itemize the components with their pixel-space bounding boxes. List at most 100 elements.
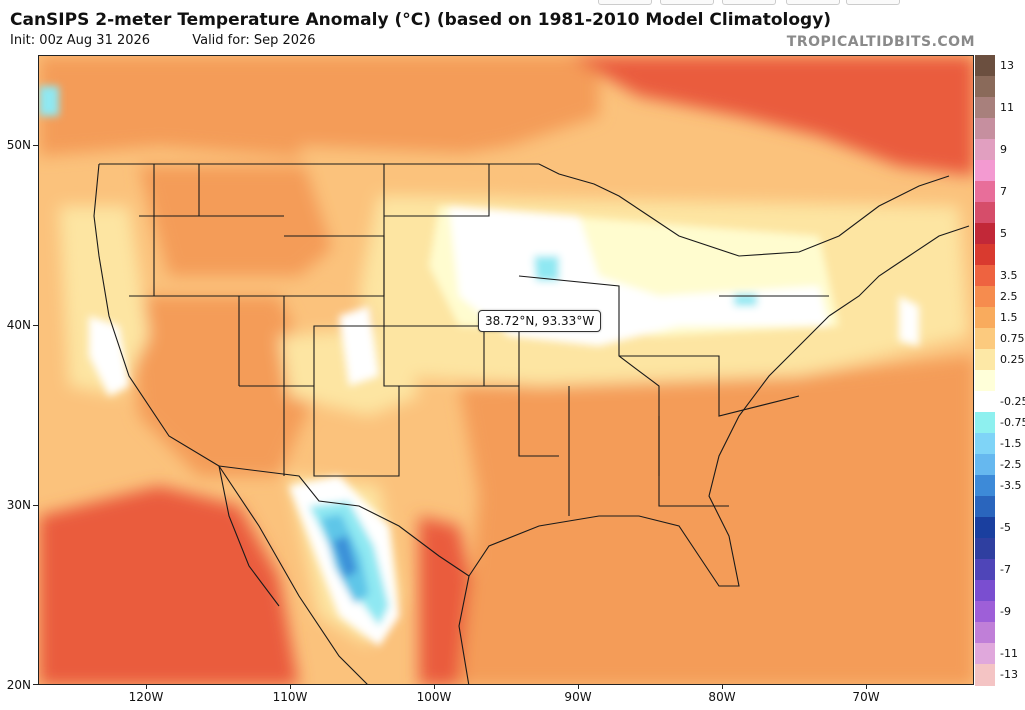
colorbar-cell (975, 202, 995, 224)
anomaly-map[interactable] (39, 56, 974, 685)
colorbar-label: 5 (1000, 226, 1007, 240)
colorbar-cell (975, 244, 995, 266)
lon-tick-label: 90W (564, 690, 592, 704)
colorbar-cell (975, 307, 995, 329)
anomaly-region-warm (39, 56, 599, 166)
lat-tick-label: 20N (6, 678, 31, 692)
anomaly-region-slight (59, 206, 149, 396)
top-tab[interactable] (660, 0, 714, 5)
init-time: Init: 00z Aug 31 2026 (10, 33, 151, 48)
colorbar-label: -5 (1000, 520, 1011, 534)
colorbar-label: -0.25 (1000, 394, 1025, 408)
mexico-east-coast (458, 575, 470, 684)
colorbar-cell (975, 622, 995, 644)
anomaly-region-warm (129, 296, 319, 476)
colorbar (975, 55, 995, 686)
lat-tick-label: 40N (6, 318, 31, 332)
colorbar-cell (975, 328, 995, 350)
top-tab[interactable] (598, 0, 652, 5)
colorbar-label: -13 (1000, 667, 1018, 681)
colorbar-cell (975, 160, 995, 182)
colorbar-label: 1.5 (1000, 310, 1018, 324)
map-panel[interactable] (38, 55, 974, 685)
colorbar-cell (975, 538, 995, 560)
lat-tick-mark (33, 325, 38, 326)
anomaly-field (39, 56, 973, 684)
state-line (153, 164, 240, 386)
colorbar-cell (975, 496, 995, 518)
colorbar-cell (975, 643, 995, 665)
anomaly-region-strong-warm (569, 56, 973, 176)
lon-tick-label: 100W (416, 690, 452, 704)
colorbar-cell (975, 139, 995, 161)
lon-tick-mark (290, 685, 291, 689)
colorbar-cell (975, 286, 995, 308)
colorbar-cell (975, 559, 995, 581)
anomaly-region-neutral (899, 296, 919, 346)
anomaly-region-cool (734, 294, 757, 306)
colorbar-label: 13 (1000, 58, 1014, 72)
lat-tick-label: 50N (6, 138, 31, 152)
colorbar-cell (975, 349, 995, 371)
colorbar-label: 11 (1000, 100, 1014, 114)
state-line (384, 164, 490, 217)
top-tab[interactable] (846, 0, 900, 5)
lon-tick-mark (146, 685, 147, 689)
lon-tick-mark (722, 685, 723, 689)
atlantic-coast (828, 225, 970, 317)
colorbar-cell (975, 517, 995, 539)
map-title: CanSIPS 2-meter Temperature Anomaly (°C)… (10, 10, 832, 30)
colorbar-cell (975, 433, 995, 455)
colorbar-label: 0.75 (1000, 331, 1025, 345)
colorbar-label: 2.5 (1000, 289, 1018, 303)
lat-tick-mark (33, 505, 38, 506)
us-canada-border (99, 163, 950, 257)
colorbar-label: -11 (1000, 646, 1018, 660)
baja-peninsula (218, 465, 280, 607)
colorbar-label: 0.25 (1000, 352, 1025, 366)
colorbar-cell (975, 223, 995, 245)
colorbar-cell (975, 118, 995, 140)
colorbar-cell (975, 391, 995, 413)
anomaly-region-cool (534, 256, 559, 281)
colorbar-label: -0.75 (1000, 415, 1025, 429)
lat-tick-label: 30N (6, 498, 31, 512)
anomaly-region-neutral (89, 316, 129, 396)
state-line (619, 355, 800, 417)
colorbar-cell (975, 97, 995, 119)
top-tab[interactable] (786, 0, 840, 5)
state-line (658, 416, 729, 507)
colorbar-cell (975, 265, 995, 287)
lon-tick-mark (578, 685, 579, 689)
colorbar-cell (975, 76, 995, 98)
gulf-coast (468, 315, 830, 587)
lon-tick-mark (434, 685, 435, 689)
colorbar-cell (975, 664, 995, 686)
lon-tick-label: 110W (272, 690, 308, 704)
colorbar-cell (975, 601, 995, 623)
colorbar-label: -9 (1000, 604, 1011, 618)
us-mexico-border (218, 465, 470, 577)
colorbar-label: -1.5 (1000, 436, 1022, 450)
title-block: CanSIPS 2-meter Temperature Anomaly (°C)… (10, 10, 831, 48)
mexico-west-coast (218, 465, 368, 684)
colorbar-label: 9 (1000, 142, 1007, 156)
anomaly-region-strong-warm (39, 486, 299, 684)
colorbar-cell (975, 55, 995, 77)
state-line (239, 295, 285, 476)
colorbar-cell (975, 370, 995, 392)
lon-tick-label: 80W (708, 690, 736, 704)
valid-time: Valid for: Sep 2026 (192, 33, 316, 48)
map-subtitle: Init: 00z Aug 31 2026 Valid for: Sep 202… (10, 33, 831, 48)
colorbar-label: -2.5 (1000, 457, 1022, 471)
colorbar-label: 3.5 (1000, 268, 1018, 282)
country-state-borders (93, 163, 970, 684)
colorbar-cell (975, 412, 995, 434)
us-west-coast (93, 163, 220, 467)
state-line (399, 385, 559, 457)
colorbar-cell (975, 580, 995, 602)
anomaly-region-warm (459, 356, 973, 684)
state-line (383, 164, 485, 386)
top-tab[interactable] (722, 0, 776, 5)
colorbar-cell (975, 475, 995, 497)
